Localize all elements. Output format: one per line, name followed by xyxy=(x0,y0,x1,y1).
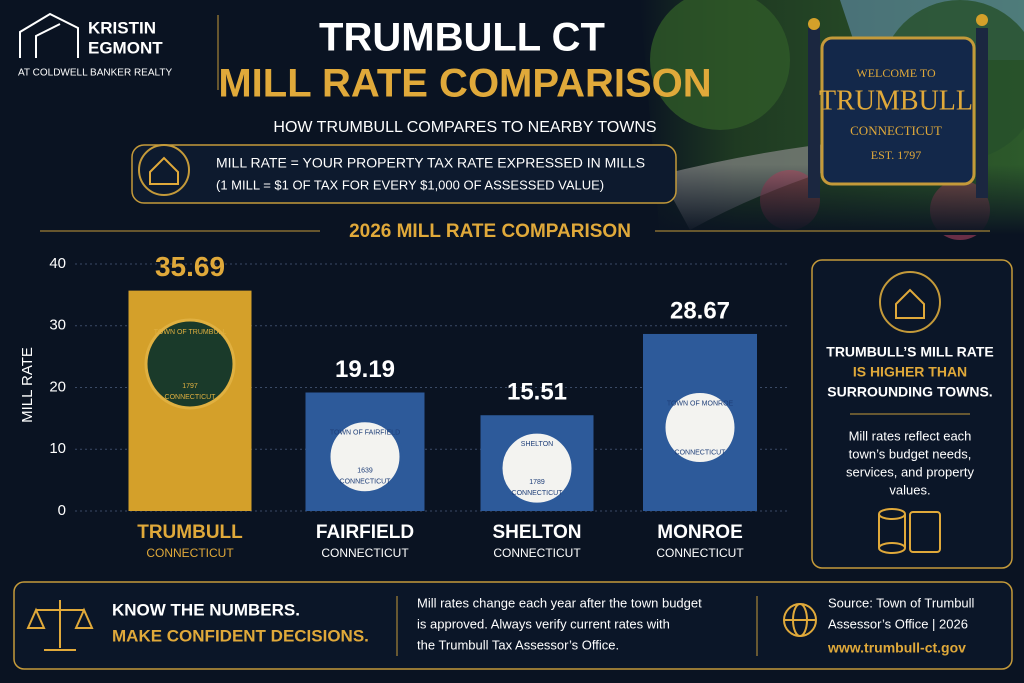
park-scene xyxy=(640,0,1024,240)
brand-logo xyxy=(19,12,79,58)
footer-url: www.trumbull-ct.gov xyxy=(827,640,966,656)
sidebar-note: values. xyxy=(889,482,930,497)
sidebar-headline: IS HIGHER THAN xyxy=(853,364,967,380)
footer-note: Mill rates change each year after the to… xyxy=(417,595,702,610)
sign-est: EST. 1797 xyxy=(871,148,921,162)
x-tick-label: SHELTON xyxy=(492,522,581,543)
y-tick-label: 20 xyxy=(49,378,66,395)
house-icon xyxy=(149,156,179,185)
town-seal xyxy=(662,389,738,465)
sidebar-note: services, and property xyxy=(846,464,974,479)
footer-headline: KNOW THE NUMBERS. xyxy=(112,600,300,619)
globe-icon xyxy=(783,603,817,637)
town-seal xyxy=(499,430,575,506)
seal-text: 1639 xyxy=(357,468,373,475)
x-tick-sublabel: CONNECTICUT xyxy=(656,546,744,560)
seal-text: TOWN OF FAIRFIELD xyxy=(330,430,400,437)
coins-icon xyxy=(878,508,941,554)
percent-house-icon xyxy=(879,271,941,333)
footer-note: the Trumbull Tax Assessor’s Office. xyxy=(417,637,619,652)
x-tick-label: TRUMBULL xyxy=(137,522,243,543)
sign-state: CONNECTICUT xyxy=(850,123,942,138)
footer-headline: MAKE CONFIDENT DECISIONS. xyxy=(112,626,369,645)
value-label: 15.51 xyxy=(507,379,567,406)
percent-house-icon xyxy=(895,288,925,319)
x-tick-sublabel: CONNECTICUT xyxy=(321,546,409,560)
sign-welcome: WELCOME TO xyxy=(856,66,936,80)
seal-text: CONNECTICUT xyxy=(340,479,392,486)
brand-tagline: AT COLDWELL BANKER REALTY xyxy=(18,68,172,79)
y-axis-label: MILL RATE xyxy=(19,347,36,423)
seal-text: 1797 xyxy=(182,383,198,390)
seal-text: CONNECTICUT xyxy=(675,449,727,456)
sidebar-headline: TRUMBULL’S MILL RATE xyxy=(826,344,993,360)
sidebar-headline: SURROUNDING TOWNS. xyxy=(827,384,992,400)
seal-text: CONNECTICUT xyxy=(165,394,217,401)
y-tick-label: 10 xyxy=(49,440,66,457)
footer-source: Source: Town of Trumbull xyxy=(828,595,975,610)
seal-text: 1789 xyxy=(529,479,545,486)
value-label: 35.69 xyxy=(155,251,225,282)
y-tick-label: 40 xyxy=(49,255,66,272)
chart-title: 2026 MILL RATE COMPARISON xyxy=(349,221,631,242)
x-tick-sublabel: CONNECTICUT xyxy=(493,546,581,560)
title: TRUMBULL CT xyxy=(319,16,605,60)
x-tick-label: MONROE xyxy=(657,522,743,543)
town-seal xyxy=(144,318,236,410)
footer-note: is approved. Always verify current rates… xyxy=(417,616,670,631)
seal-text: TOWN OF MONROE xyxy=(667,400,734,407)
sidebar-note: Mill rates reflect each xyxy=(849,428,972,443)
subtitle: MILL RATE COMPARISON xyxy=(218,62,711,106)
x-tick-label: FAIRFIELD xyxy=(316,522,414,543)
chart: 0 10 20 30 40 35.69 TOWN OF TRUMBULL 1797 CONNEC… xyxy=(49,251,790,560)
y-tick-label: 30 xyxy=(49,317,66,334)
footer-box xyxy=(13,581,1013,670)
y-tick-label: 0 xyxy=(58,502,66,519)
scales-icon xyxy=(26,600,94,651)
town-seal xyxy=(327,419,403,495)
tagline: HOW TRUMBULL COMPARES TO NEARBY TOWNS xyxy=(273,119,656,136)
seal-text: SHELTON xyxy=(521,441,553,448)
value-label: 28.67 xyxy=(670,297,730,324)
brand-name: KRISTIN xyxy=(88,18,156,37)
value-label: 19.19 xyxy=(335,356,395,383)
footer-source: Assessor’s Office | 2026 xyxy=(828,616,968,631)
house-icon xyxy=(138,144,190,196)
definition-box xyxy=(131,144,677,204)
seal-text: TOWN OF TRUMBULL xyxy=(154,329,227,336)
seal-text: CONNECTICUT xyxy=(512,490,564,497)
brand-name: EGMONT xyxy=(88,38,163,57)
sidebar-note: town’s budget needs, xyxy=(849,446,972,461)
sign-town: TRUMBULL xyxy=(819,85,973,116)
definition: MILL RATE = YOUR PROPERTY TAX RATE EXPRE… xyxy=(216,155,645,171)
definition: (1 MILL = $1 OF TAX FOR EVERY $1,000 OF … xyxy=(216,177,604,192)
x-tick-sublabel: CONNECTICUT xyxy=(146,546,234,560)
